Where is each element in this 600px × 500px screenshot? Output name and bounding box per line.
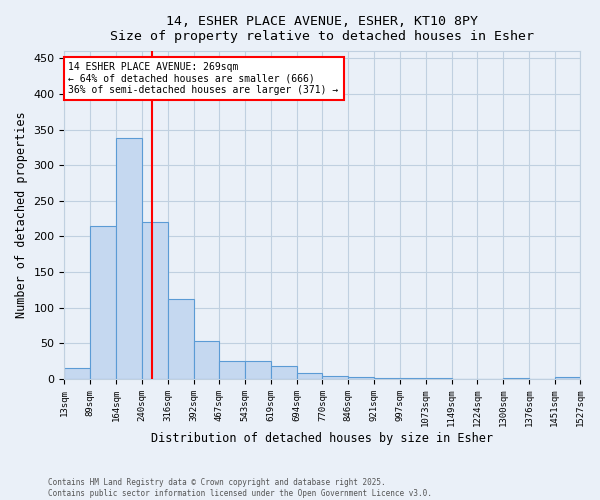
Y-axis label: Number of detached properties: Number of detached properties bbox=[15, 112, 28, 318]
Bar bbox=[374, 378, 400, 379]
Bar bbox=[91, 226, 116, 379]
Bar bbox=[503, 378, 529, 379]
Bar bbox=[554, 377, 580, 379]
Bar bbox=[245, 362, 271, 379]
Bar bbox=[64, 368, 91, 379]
Bar bbox=[194, 342, 219, 379]
Bar bbox=[400, 378, 426, 379]
Bar bbox=[322, 376, 349, 379]
Text: 14 ESHER PLACE AVENUE: 269sqm
← 64% of detached houses are smaller (666)
36% of : 14 ESHER PLACE AVENUE: 269sqm ← 64% of d… bbox=[68, 62, 339, 95]
Bar bbox=[426, 378, 452, 379]
X-axis label: Distribution of detached houses by size in Esher: Distribution of detached houses by size … bbox=[151, 432, 493, 445]
Text: Contains HM Land Registry data © Crown copyright and database right 2025.
Contai: Contains HM Land Registry data © Crown c… bbox=[48, 478, 432, 498]
Bar bbox=[116, 138, 142, 379]
Bar bbox=[219, 360, 245, 379]
Bar bbox=[349, 377, 374, 379]
Bar bbox=[296, 372, 322, 379]
Title: 14, ESHER PLACE AVENUE, ESHER, KT10 8PY
Size of property relative to detached ho: 14, ESHER PLACE AVENUE, ESHER, KT10 8PY … bbox=[110, 15, 535, 43]
Bar bbox=[167, 299, 194, 379]
Bar bbox=[271, 366, 296, 379]
Bar bbox=[142, 222, 167, 379]
